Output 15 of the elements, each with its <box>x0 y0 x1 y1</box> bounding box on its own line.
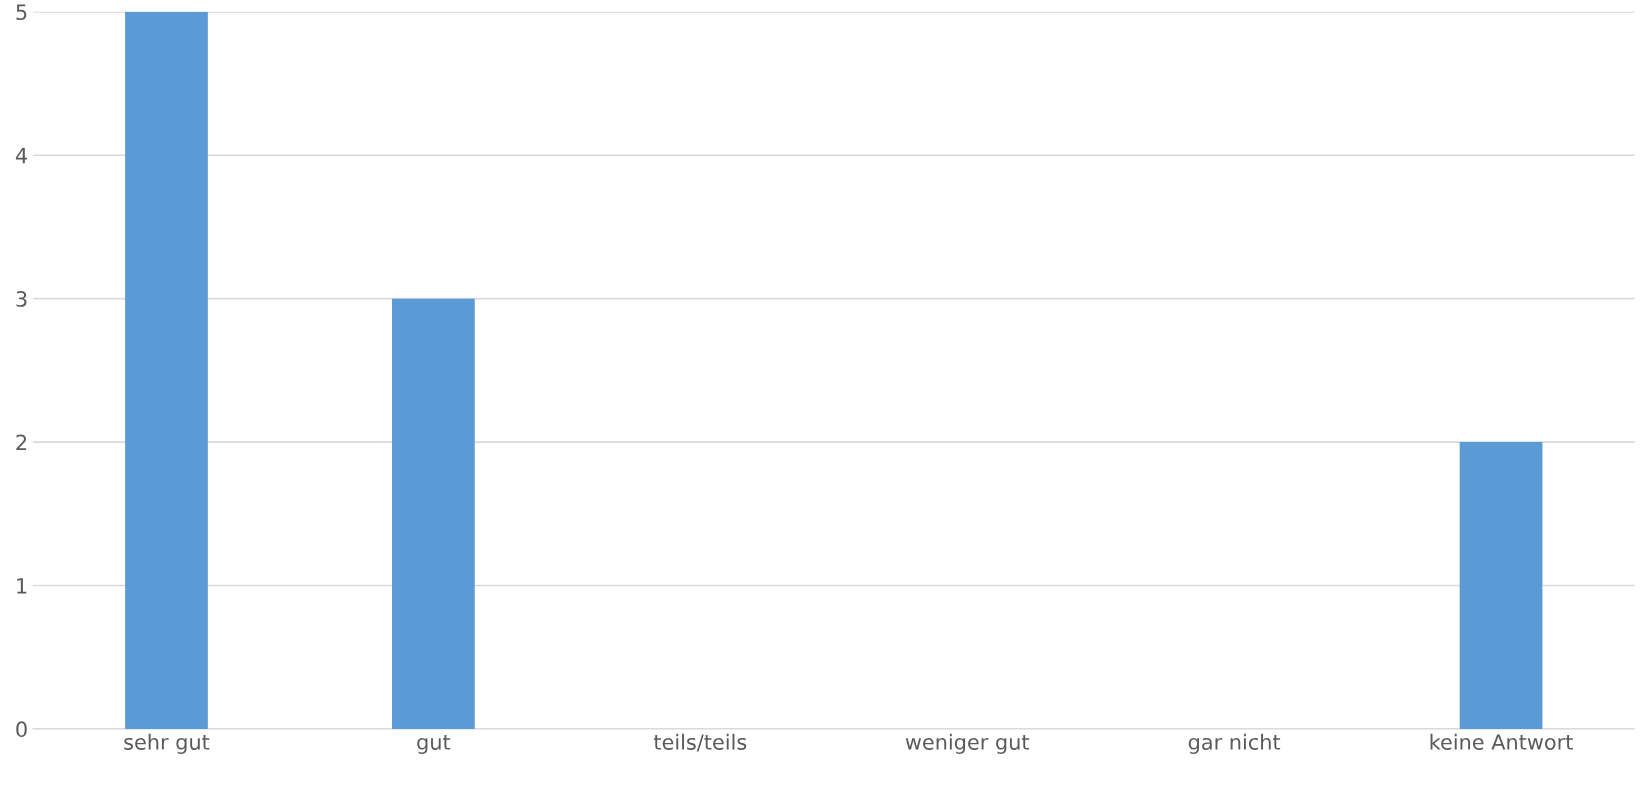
y-tick-label: 1 <box>17 578 27 594</box>
y-tick-label: 5 <box>16 4 27 21</box>
y-tick-label: 4 <box>15 147 27 164</box>
y-tick-label: 3 <box>16 291 27 307</box>
x-tick-label: teils/teils <box>653 733 747 752</box>
x-tick-label: gar nicht <box>1188 733 1281 754</box>
x-tick-label: keine Antwort <box>1430 733 1573 750</box>
y-tick-label: 2 <box>16 434 27 450</box>
bar <box>125 11 208 729</box>
x-tick-label: weniger gut <box>905 733 1030 754</box>
x-tick-label: sehr gut <box>124 733 210 754</box>
bar <box>1459 442 1543 729</box>
bar <box>392 298 475 729</box>
x-tick-label: gut <box>417 734 451 754</box>
y-tick-label: 0 <box>16 721 27 738</box>
